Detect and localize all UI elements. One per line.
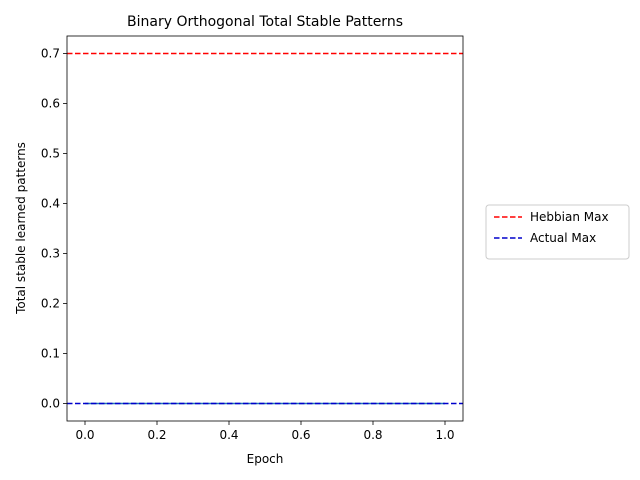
y-tick-label-3: 0.3 (41, 247, 60, 261)
legend: Hebbian Max Actual Max (485, 204, 630, 260)
y-axis-label: Total stable learned patterns (14, 142, 28, 315)
x-tick-label-5: 1.0 (435, 428, 454, 442)
chart-title: Binary Orthogonal Total Stable Patterns (127, 14, 403, 30)
x-tick-label-1: 0.2 (147, 428, 166, 442)
x-tick-label-2: 0.4 (219, 428, 238, 442)
y-tick-label-6: 0.6 (41, 97, 60, 111)
legend-box (485, 204, 630, 260)
y-tick-label-5: 0.5 (41, 147, 60, 161)
plot-area: 0.0 0.2 0.4 0.6 0.8 1.0 0.0 0.1 0.2 0.3 0.4 0.5 0.6 0… (41, 35, 464, 442)
x-tick-label-4: 0.8 (363, 428, 382, 442)
y-tick-label-2: 0.2 (41, 297, 60, 311)
x-tick-label-0: 0.0 (75, 428, 94, 442)
y-tick-label-4: 0.4 (41, 197, 60, 211)
x-tick-label-3: 0.6 (291, 428, 310, 442)
legend-label-1: Actual Max (530, 231, 596, 245)
x-axis-label: Epoch (247, 452, 284, 466)
axes-frame (66, 35, 464, 422)
y-tick-label-7: 0.7 (41, 47, 60, 61)
y-tick-label-0: 0.0 (41, 397, 60, 411)
y-tick-label-1: 0.1 (41, 347, 60, 361)
legend-label-0: Hebbian Max (530, 210, 609, 224)
